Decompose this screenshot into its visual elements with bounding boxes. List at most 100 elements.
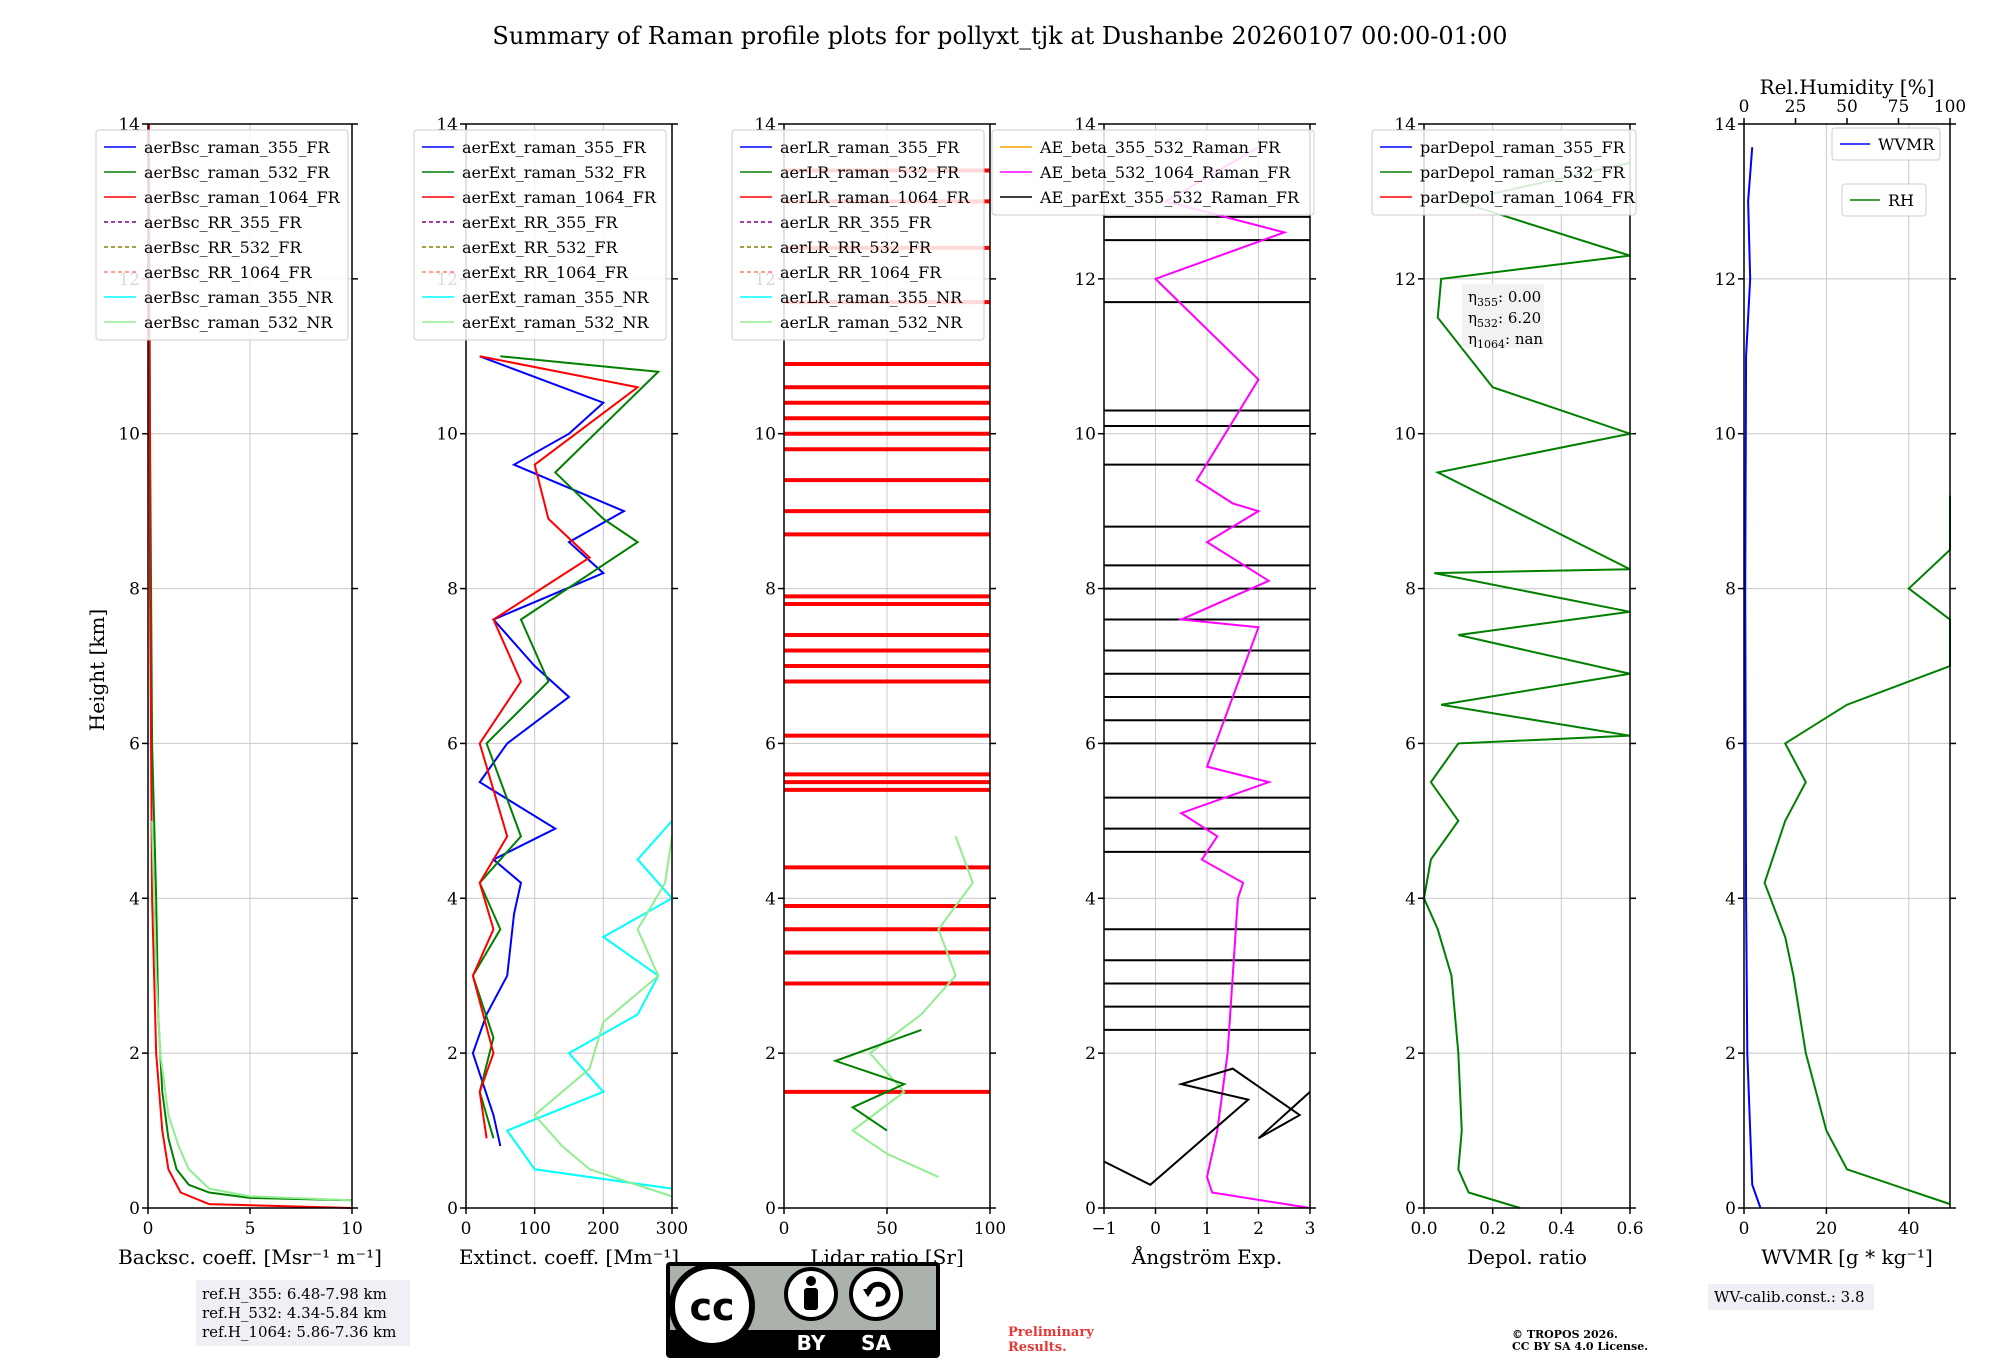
y-tick-label: 6 [1085, 734, 1096, 754]
y-tick-label: 2 [447, 1044, 458, 1064]
y-tick-label: 0 [447, 1199, 458, 1219]
series-AE_beta_532_1064_Raman_FR [1153, 146, 1311, 1209]
sa-label: SA [861, 1331, 891, 1355]
axes-frame [1743, 123, 1951, 1209]
x-tick-label: 5 [245, 1219, 256, 1239]
legend: aerExt_raman_355_FR aerExt_raman_532_FRae… [413, 129, 667, 341]
x-axis-label: Ångström Exp. [1131, 1244, 1282, 1269]
y-tick-label: 8 [765, 580, 776, 600]
legend-label: aerBsc_raman_355_FR [144, 138, 330, 157]
x-tick-label: 0 [461, 1219, 472, 1239]
legend-label: aerLR_raman_355_FR [780, 138, 960, 157]
legend-label: aerLR_raman_355_NR [780, 288, 963, 307]
x-tick-label: 1 [1202, 1219, 1213, 1239]
legend-label: aerLR_RR_1064_FR [780, 263, 942, 282]
y-tick-label: 4 [447, 889, 458, 909]
y-tick-label: 10 [118, 425, 140, 445]
y-tick-label: 10 [1074, 425, 1096, 445]
y-tick-label: 12 [1714, 270, 1736, 290]
legend-label: aerLR_RR_532_FR [780, 238, 932, 257]
x-tick-label: 100 [974, 1219, 1006, 1239]
legend: aerBsc_raman_355_FR aerBsc_raman_532_FRae… [95, 129, 349, 341]
legend-box [1371, 129, 1637, 216]
preliminary-note-line1: Preliminary [1008, 1325, 1094, 1340]
legend-label: aerExt_raman_532_NR [462, 313, 650, 332]
legend-label: aerLR_raman_532_FR [780, 163, 960, 182]
legend: AE_beta_355_532_Raman_FR AE_beta_532_1064… [991, 129, 1315, 216]
legend-label: RH [1888, 191, 1914, 210]
top-tick-label: 100 [1934, 97, 1966, 117]
y-tick-label: 0 [129, 1199, 140, 1219]
y-tick-label: 0 [1725, 1199, 1736, 1219]
y-tick-label: 8 [447, 580, 458, 600]
y-tick-label: 8 [1405, 580, 1416, 600]
y-tick-label: 6 [1725, 734, 1736, 754]
legend-label: aerLR_raman_1064_FR [780, 188, 970, 207]
series-aerBsc_raman_532_FR [148, 123, 353, 1202]
legend-label: AE_beta_355_532_Raman_FR [1039, 138, 1281, 157]
cc-icon [669, 1263, 755, 1349]
x-tick-label: 0.0 [1410, 1219, 1437, 1239]
top-tick-label: 25 [1785, 97, 1807, 117]
y-tick-label: 6 [447, 734, 458, 754]
y-tick-label: 4 [765, 889, 776, 909]
series-aerExt_raman_532_FR [471, 355, 661, 1139]
y-tick-label: 12 [1074, 270, 1096, 290]
y-tick-label: 6 [765, 734, 776, 754]
legend-label: aerBsc_raman_355_NR [144, 288, 333, 307]
x-tick-label: 300 [656, 1219, 688, 1239]
top-tick-label: 0 [1739, 97, 1750, 117]
ref-h-1064: ref.H_1064: 5.86-7.36 km [202, 1323, 396, 1341]
panel-lidar-ratio: 05010002468101214Lidar ratio [Sr]aerLR_r… [731, 115, 1006, 1269]
legend-box [413, 129, 667, 341]
legend-label: aerExt_raman_355_NR [462, 288, 650, 307]
legend-label: WVMR [1878, 135, 1935, 154]
y-tick-label: 4 [1405, 889, 1416, 909]
y-tick-label: 0 [765, 1199, 776, 1219]
series-aerBsc_raman_532_NR [151, 820, 353, 1202]
legend-label: aerBsc_raman_532_NR [144, 313, 333, 332]
x-tick-label: 0 [143, 1219, 154, 1239]
y-axis-label: Height [km] [85, 609, 109, 731]
top-tick-label: 50 [1836, 97, 1858, 117]
y-tick-label: 4 [1725, 889, 1736, 909]
cc-license-badge: cc BY SA [666, 1262, 940, 1358]
sa-sharealike-icon [849, 1267, 903, 1321]
axes-frame [1423, 123, 1631, 1209]
x-axis-label: WVMR [g * kg⁻¹] [1761, 1245, 1933, 1269]
legend: aerLR_raman_355_FR aerLR_raman_532_FR aerL… [731, 129, 985, 341]
y-tick-label: 6 [1405, 734, 1416, 754]
y-tick-label: 0 [1085, 1199, 1096, 1219]
y-tick-label: 4 [1085, 889, 1096, 909]
eta-label: η532: 6.20 [1468, 309, 1541, 330]
eta-box [1462, 284, 1544, 348]
top-axis-label: Rel.Humidity [%] [1760, 75, 1935, 99]
series-aerLR_raman_532_NR [850, 835, 974, 1178]
legend-label: aerBsc_RR_532_FR [144, 238, 302, 257]
panel-wvmr: 0 20 40 0 2 4 6 8 10 12 14 WVMR [g * kg⁻¹] 0 25 50 75 10… [1714, 75, 1966, 1269]
y-tick-label: 6 [129, 734, 140, 754]
panels: 051002468101214Backsc. coeff. [Msr⁻¹ m⁻¹… [95, 75, 1966, 1269]
y-tick-label: 8 [129, 580, 140, 600]
eta-label: η355: 0.00 [1468, 288, 1541, 309]
legend-label: aerExt_RR_1064_FR [462, 263, 629, 282]
legend: parDepol_raman_355_FR parDepol_raman_532_… [1371, 129, 1637, 216]
legend-label: aerExt_RR_355_FR [462, 213, 619, 232]
axes-frame [783, 123, 991, 1209]
eta-label: η1064: nan [1468, 330, 1543, 351]
x-tick-label: 200 [587, 1219, 619, 1239]
legend-label: aerLR_raman_532_NR [780, 313, 963, 332]
wv-calib-const: WV-calib.const.: 3.8 [1714, 1288, 1865, 1306]
x-axis-label: Backsc. coeff. [Msr⁻¹ m⁻¹] [118, 1245, 382, 1269]
copyright-line1: © TROPOS 2026. [1512, 1328, 1618, 1341]
y-tick-label: 2 [765, 1044, 776, 1064]
legend-box [731, 129, 985, 341]
legend: WVMR RH [1831, 127, 1941, 217]
by-label: BY [797, 1331, 826, 1355]
y-tick-label: 8 [1725, 580, 1736, 600]
y-tick-label: 2 [1085, 1044, 1096, 1064]
x-tick-label: 0 [1150, 1219, 1161, 1239]
legend-label: aerBsc_raman_532_FR [144, 163, 330, 182]
x-tick-label: 100 [518, 1219, 550, 1239]
